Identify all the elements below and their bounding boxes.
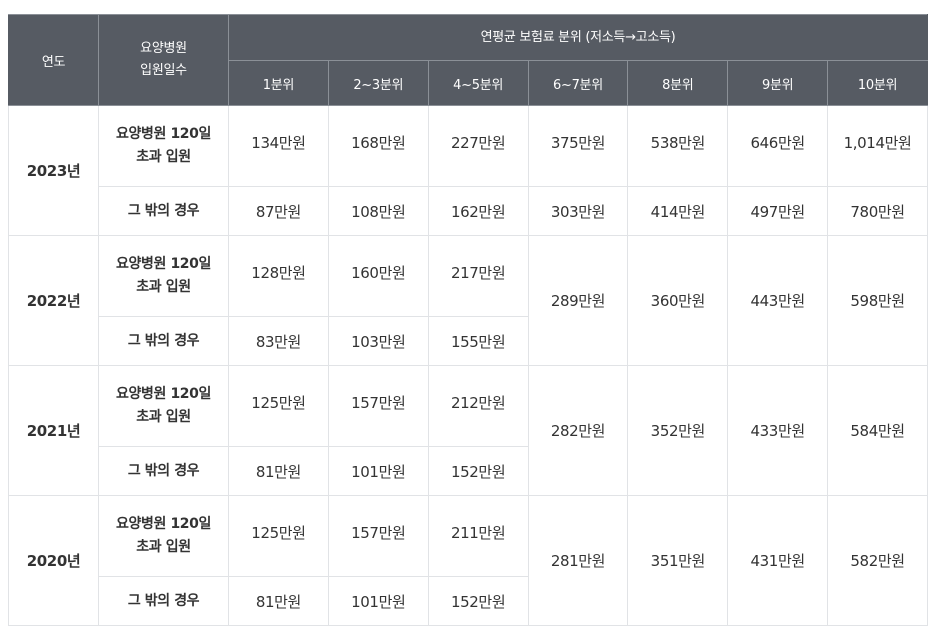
value-cell: 81만원 (228, 576, 329, 626)
table-row: 2022년 요양병원 120일 초과 입원 128만원 160만원 217만원 … (8, 235, 928, 366)
header-decile-2-3: 2~3분위 (327, 60, 429, 106)
row-label-other: 그 밖의 경우 (98, 186, 229, 236)
value-cell: 211만원 (427, 495, 529, 577)
value-cell-merged: 289만원 (527, 235, 629, 366)
value-cell-merged: 584만원 (827, 365, 928, 496)
header-stay-days-line1: 요양병원 (140, 41, 187, 56)
table-row: 그 밖의 경우 87만원 108만원 162만원 303만원 414만원 497… (9, 186, 928, 236)
header-decile-6-7: 6~7분위 (527, 60, 629, 106)
table-row: 2021년 요양병원 120일 초과 입원 125만원 157만원 212만원 … (8, 365, 928, 496)
value-cell: 134만원 (228, 105, 329, 187)
header-decile-10: 10분위 (827, 60, 928, 106)
value-cell: 162만원 (427, 186, 529, 236)
row-label-other: 그 밖의 경우 (98, 446, 229, 496)
value-cell: 227만원 (427, 105, 529, 187)
table-body: 2023년 요양병원 120일 초과 입원 134만원 168만원 227만원 … (8, 105, 928, 626)
value-cell-merged: 443만원 (727, 235, 829, 366)
value-cell: 152만원 (427, 576, 529, 626)
value-cell: 157만원 (327, 365, 429, 447)
value-cell: 414만원 (627, 186, 729, 236)
value-cell: 780만원 (827, 186, 928, 236)
value-cell: 152만원 (427, 446, 529, 496)
table-row: 그 밖의 경우 83만원 103만원 155만원 (9, 316, 928, 366)
row-label-over-120-days: 요양병원 120일 초과 입원 (98, 105, 229, 187)
row-label-line2: 초과 입원 (136, 539, 191, 555)
row-label-other: 그 밖의 경우 (98, 576, 229, 626)
table-row: 그 밖의 경우 81만원 101만원 152만원 (9, 446, 928, 496)
value-cell-merged: 360만원 (627, 235, 729, 366)
value-cell: 108만원 (327, 186, 429, 236)
header-decile-1: 1분위 (228, 60, 329, 106)
header-year: 연도 (8, 14, 99, 106)
value-cell: 1,014만원 (827, 105, 928, 187)
value-cell: 87만원 (228, 186, 329, 236)
table-row: 2020년 요양병원 120일 초과 입원 125만원 157만원 211만원 … (8, 495, 928, 626)
header-decile-4-5: 4~5분위 (427, 60, 529, 106)
year-cell: 2023년 (8, 105, 99, 236)
row-label-over-120-days: 요양병원 120일 초과 입원 (98, 495, 229, 577)
value-cell: 217만원 (427, 235, 529, 317)
value-cell: 155만원 (427, 316, 529, 366)
value-cell: 160만원 (327, 235, 429, 317)
value-cell-merged: 431만원 (727, 495, 829, 626)
value-cell: 125만원 (228, 495, 329, 577)
year-cell: 2022년 (8, 235, 99, 366)
header-stay-days: 요양병원 입원일수 (98, 14, 229, 106)
value-cell-merged: 582만원 (827, 495, 928, 626)
value-cell: 103만원 (327, 316, 429, 366)
header-stay-days-line2: 입원일수 (140, 63, 187, 78)
row-label-over-120-days: 요양병원 120일 초과 입원 (98, 365, 229, 447)
value-cell-merged: 351만원 (627, 495, 729, 626)
premium-ceiling-table-wrapper: 연도 요양병원 입원일수 연평균 보험료 분위 (저소득→고소득) 1분위 2~… (8, 14, 928, 626)
value-cell-merged: 352만원 (627, 365, 729, 496)
header-decile-9: 9분위 (727, 60, 829, 106)
value-cell: 646만원 (727, 105, 829, 187)
row-label-line2: 초과 입원 (136, 149, 191, 165)
row-label-line1: 요양병원 120일 (116, 516, 211, 532)
header-premium-decile-group: 연평균 보험료 분위 (저소득→고소득) (228, 14, 928, 61)
year-cell: 2020년 (8, 495, 99, 626)
premium-ceiling-table: 연도 요양병원 입원일수 연평균 보험료 분위 (저소득→고소득) 1분위 2~… (8, 14, 928, 626)
value-cell: 83만원 (228, 316, 329, 366)
value-cell: 375만원 (527, 105, 629, 187)
row-label-line2: 초과 입원 (136, 409, 191, 425)
value-cell: 128만원 (228, 235, 329, 317)
value-cell: 125만원 (228, 365, 329, 447)
table-header: 연도 요양병원 입원일수 연평균 보험료 분위 (저소득→고소득) 1분위 2~… (8, 14, 928, 106)
row-label-other: 그 밖의 경우 (98, 316, 229, 366)
row-label-line1: 요양병원 120일 (116, 386, 211, 402)
header-row-top: 연도 요양병원 입원일수 연평균 보험료 분위 (저소득→고소득) (8, 14, 928, 106)
year-cell: 2021년 (8, 365, 99, 496)
value-cell: 538만원 (627, 105, 729, 187)
value-cell: 101만원 (327, 576, 429, 626)
value-cell: 497만원 (727, 186, 829, 236)
value-cell-merged: 433만원 (727, 365, 829, 496)
value-cell: 157만원 (327, 495, 429, 577)
value-cell-merged: 282만원 (527, 365, 629, 496)
value-cell: 303만원 (527, 186, 629, 236)
row-label-line2: 초과 입원 (136, 279, 191, 295)
value-cell: 212만원 (427, 365, 529, 447)
row-label-over-120-days: 요양병원 120일 초과 입원 (98, 235, 229, 317)
header-decile-8: 8분위 (627, 60, 729, 106)
row-label-line1: 요양병원 120일 (116, 256, 211, 272)
row-label-line1: 요양병원 120일 (116, 126, 211, 142)
value-cell: 81만원 (228, 446, 329, 496)
value-cell: 168만원 (327, 105, 429, 187)
value-cell-merged: 598만원 (827, 235, 928, 366)
table-row: 2023년 요양병원 120일 초과 입원 134만원 168만원 227만원 … (8, 105, 928, 236)
value-cell: 101만원 (327, 446, 429, 496)
header-row-deciles: 1분위 2~3분위 4~5분위 6~7분위 8분위 9분위 10분위 (9, 60, 928, 106)
value-cell-merged: 281만원 (527, 495, 629, 626)
